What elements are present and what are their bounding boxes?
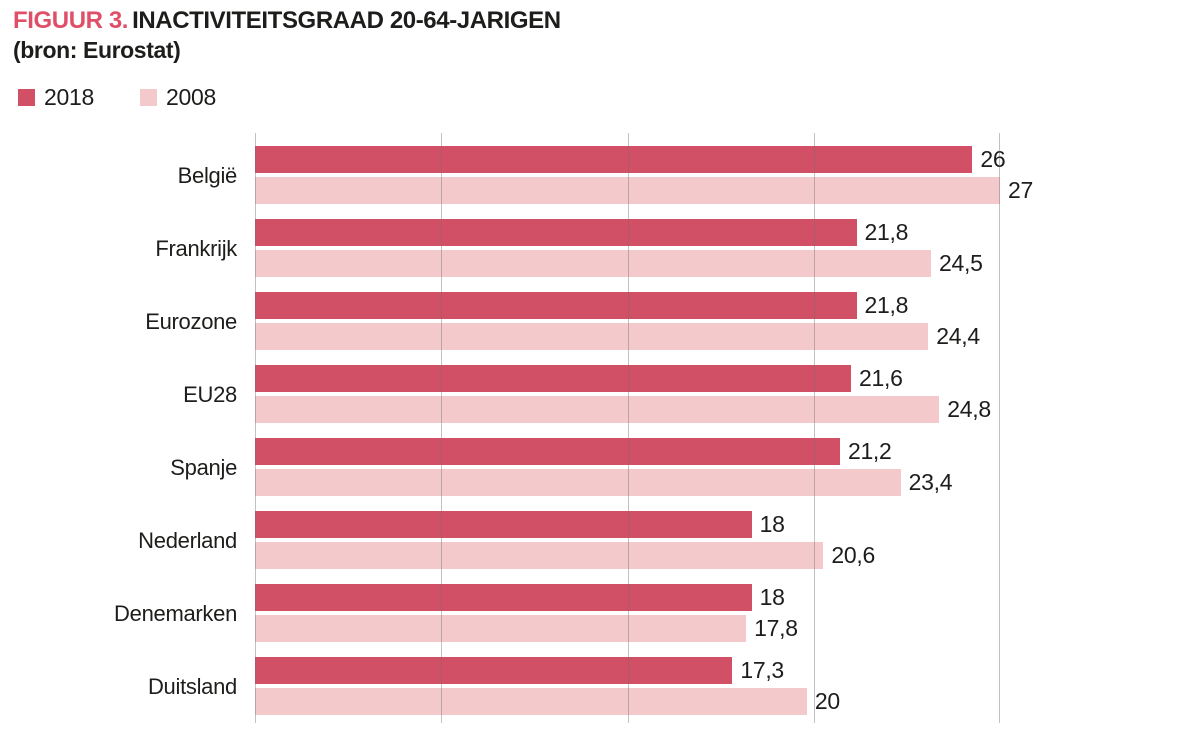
bar-group: 26 27	[255, 139, 1033, 212]
bar-row: 21,8	[255, 219, 1000, 246]
bar-group: 21,2 23,4	[255, 431, 1000, 504]
bar-2008	[255, 688, 807, 715]
value-label: 21,2	[847, 438, 892, 464]
bar-group: 17,3 20	[255, 650, 1000, 723]
bar-group: 21,8 24,4	[255, 285, 1000, 358]
bar-row: 21,2	[255, 438, 1000, 465]
value-label: 24,8	[947, 396, 991, 422]
value-label: 26	[980, 146, 1006, 172]
value-label: 24,5	[939, 250, 983, 276]
value-label: 17,3	[740, 657, 784, 683]
bar-row: 27	[255, 177, 1033, 204]
bar-row: 17,8	[255, 615, 1000, 642]
bar-2018	[255, 365, 851, 392]
legend-item-2018: 2018	[18, 84, 94, 111]
bar-row: 21,8	[255, 292, 1000, 319]
bar-2018	[255, 146, 973, 173]
value-label: 20	[814, 688, 840, 714]
value-label: 21,8	[864, 292, 909, 318]
category-label: Duitsland	[147, 673, 237, 699]
bar-row: 24,5	[255, 250, 1000, 277]
bar-row: 20	[255, 688, 1000, 715]
value-label: 21,8	[864, 219, 909, 245]
bar-group: 21,8 24,5	[255, 212, 1000, 285]
bar-2018	[255, 657, 733, 684]
value-label: 27	[1008, 177, 1033, 203]
figure-title: INACTIVITEITSGRAAD 20-64-JARIGEN	[132, 7, 561, 34]
value-label: 20,6	[831, 542, 875, 568]
legend: 2018 2008	[18, 84, 561, 111]
bar-groups: 26 27 21,8 24,5 21,8 24,4 21,6 24,8 21,2 23,4 18 20…	[255, 131, 1033, 723]
legend-swatch-icon	[139, 89, 157, 106]
bar-2008	[255, 177, 1000, 204]
figure-source: (bron: Eurostat)	[13, 37, 181, 63]
value-label: 17,8	[754, 615, 798, 641]
bar-2008	[255, 542, 824, 569]
bar-row: 23,4	[255, 469, 1000, 496]
bar-row: 24,4	[255, 323, 1000, 350]
plot-area: 26 27 21,8 24,5 21,8 24,4 21,6 24,8 21,2 23,4 18 20…	[255, 131, 1033, 723]
bar-row: 20,6	[255, 542, 1000, 569]
bar-row: 21,6	[255, 365, 1000, 392]
bar-row: 18	[255, 511, 1000, 538]
bar-2018	[255, 584, 752, 611]
legend-label: 2008	[165, 84, 216, 110]
category-label: EU28	[183, 381, 237, 407]
value-label: 23,4	[908, 469, 953, 495]
category-label: Frankrijk	[155, 235, 237, 261]
category-label: Nederland	[138, 527, 237, 553]
legend-label: 2018	[44, 84, 94, 110]
bar-2018	[255, 219, 857, 246]
figure-number: FIGUUR 3.	[13, 7, 129, 34]
bar-2008	[255, 469, 901, 496]
bar-2008	[255, 615, 747, 642]
bar-2008	[255, 396, 940, 423]
bar-row: 17,3	[255, 657, 1000, 684]
value-label: 18	[759, 584, 785, 610]
legend-swatch-icon	[18, 89, 35, 106]
bar-row: 18	[255, 584, 1000, 611]
value-label: 21,6	[859, 365, 903, 391]
category-label: België	[177, 162, 238, 188]
bar-chart: België Frankrijk Eurozone EU28 Spanje Nederla…	[0, 131, 1200, 723]
value-label: 24,4	[936, 323, 980, 349]
figure-title-line: FIGUUR 3. INACTIVITEITSGRAAD 20-64-JARIGE…	[13, 6, 561, 36]
bar-group: 21,6 24,8	[255, 358, 1000, 431]
category-labels: België Frankrijk Eurozone EU28 Spanje Nederla…	[0, 131, 255, 723]
legend-item-2008: 2008	[139, 84, 216, 111]
bar-group: 18 20,6	[255, 504, 1000, 577]
bar-2008	[255, 250, 932, 277]
category-label: Spanje	[170, 454, 237, 480]
value-label: 18	[759, 511, 785, 537]
bar-group: 18 17,8	[255, 577, 1000, 650]
figure-header: FIGUUR 3. INACTIVITEITSGRAAD 20-64-JARIGE…	[13, 6, 561, 111]
bar-2018	[255, 292, 857, 319]
bar-2018	[255, 511, 752, 538]
category-label: Eurozone	[145, 308, 237, 334]
bar-2008	[255, 323, 929, 350]
bar-2018	[255, 438, 840, 465]
bar-row: 24,8	[255, 396, 1000, 423]
category-label: Denemarken	[114, 600, 237, 626]
bar-row: 26	[255, 146, 1006, 173]
